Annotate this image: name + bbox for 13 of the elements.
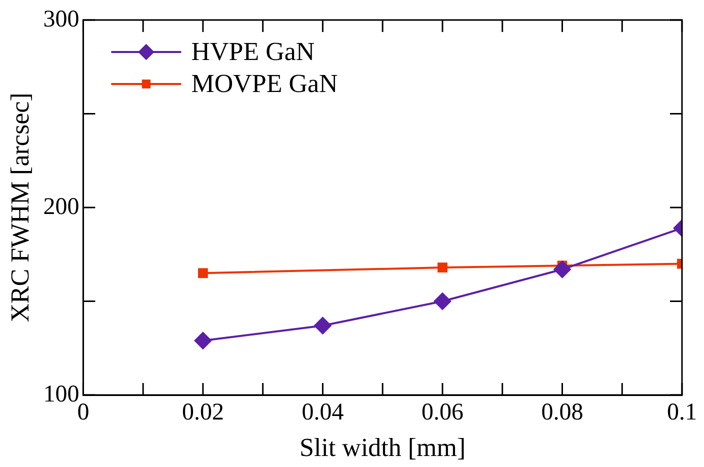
y-tick-label: 100	[43, 381, 80, 408]
legend-label: HVPE GaN	[191, 36, 315, 66]
legend-label: MOVPE GaN	[191, 68, 338, 98]
y-tick-label: 300	[43, 6, 80, 32]
x-tick-label: 0.02	[182, 400, 224, 426]
x-tick-label: 0.06	[421, 400, 464, 426]
y-tick-label: 200	[43, 194, 80, 220]
x-axis-title: Slit width [mm]	[300, 433, 466, 462]
y-axis-title: XRC FWHM [arcsec]	[5, 92, 34, 322]
x-tick-label: 0.1	[667, 400, 697, 426]
x-tick-label: 0.08	[541, 400, 584, 426]
x-tick-label: 0	[77, 400, 90, 426]
x-tick-label: 0.04	[302, 400, 344, 426]
